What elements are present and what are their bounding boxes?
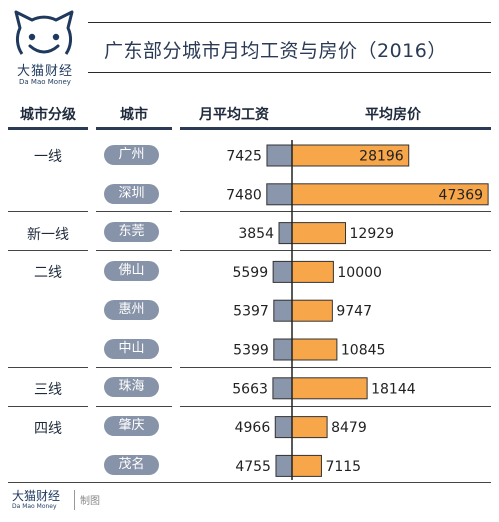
wage-bar [278, 222, 293, 245]
price-value-label: 10000 [337, 265, 382, 281]
city-pill-zhaoqing: 肇庆 [104, 416, 159, 436]
wage-value-label: 7425 [226, 149, 262, 165]
col-header-wage: 月平均工资 [199, 107, 269, 123]
city-pill-dongguan: 东莞 [104, 222, 159, 242]
wage-bar [266, 183, 293, 206]
price-bar [291, 454, 322, 477]
wage-value-label: 5399 [233, 343, 269, 359]
col-header-tier: 城市分级 [20, 107, 76, 123]
tier-rule [8, 211, 88, 212]
city-pill-zhongshan: 中山 [104, 339, 159, 359]
wage-value-label: 3854 [238, 226, 274, 242]
price-bar [291, 299, 333, 322]
city-pill-zhuhai: 珠海 [104, 377, 159, 397]
footer-brand-en: Da Mao Money [12, 503, 57, 510]
header-rule-city [96, 127, 172, 130]
wage-value-label: 7480 [226, 187, 262, 203]
city-pill-guangzhou: 广州 [104, 145, 159, 165]
price-bar [291, 377, 368, 400]
col-header-city: 城市 [120, 107, 148, 123]
logo-name-en: Da Mao Money [19, 78, 71, 86]
footer-credit: 制图 [80, 496, 100, 507]
cat-logo-icon [14, 10, 74, 55]
header-rule-tier [8, 127, 88, 130]
wage-value-label: 5599 [232, 265, 268, 281]
price-value-label: 47369 [439, 187, 484, 203]
wage-bar [275, 454, 293, 477]
price-value-label: 10845 [341, 343, 386, 359]
wage-bar [274, 416, 293, 439]
city-pill-huizhou: 惠州 [104, 300, 159, 320]
tier-label-1: 一线 [34, 149, 62, 165]
price-value-label: 8479 [331, 420, 367, 436]
tier-rule [8, 406, 88, 407]
tier-rule [8, 250, 88, 251]
price-value-label: 12929 [350, 226, 395, 242]
city-pill-shenzhen: 深圳 [104, 184, 159, 204]
chart-rule [180, 406, 491, 407]
city-rule [96, 367, 172, 368]
wage-bar [273, 299, 293, 322]
city-rule [96, 211, 172, 212]
chart-rule [180, 211, 491, 212]
city-rule [96, 250, 172, 251]
chart-title: 广东部分城市月均工资与房价（2016） [104, 40, 447, 62]
bottom-rule [8, 482, 491, 483]
price-bar [291, 222, 347, 245]
price-value-label: 18144 [371, 381, 416, 397]
wage-bar [272, 260, 293, 283]
wage-value-label: 4966 [235, 420, 271, 436]
price-value-label: 28196 [359, 149, 404, 165]
col-header-price: 平均房价 [365, 107, 421, 123]
chart-rule [180, 367, 491, 368]
city-rule [96, 406, 172, 407]
tier-label-3: 二线 [34, 265, 62, 281]
logo-name-cn: 大猫财经 [17, 64, 74, 79]
price-bar [291, 260, 334, 283]
title-top-rule [88, 22, 491, 23]
price-bar [291, 416, 328, 439]
tier-label-5: 四线 [34, 421, 62, 437]
tier-label-2: 新一线 [27, 227, 69, 243]
wage-bar [266, 144, 293, 167]
wage-value-label: 5397 [233, 304, 269, 320]
city-pill-foshan: 佛山 [104, 261, 159, 281]
title-bottom-rule [88, 72, 491, 73]
header-rule-chart [180, 127, 491, 130]
tier-rule [8, 367, 88, 368]
footer-separator [74, 490, 75, 510]
chart-rule [180, 250, 491, 251]
footer-brand-cn: 大猫财经 [12, 489, 61, 503]
wage-bar [273, 338, 293, 361]
brand-logo: 大猫财经 Da Mao Money [8, 8, 88, 90]
wage-value-label: 5663 [232, 381, 268, 397]
wage-bar [272, 377, 293, 400]
price-value-label: 7115 [325, 459, 361, 475]
price-bar [291, 338, 338, 361]
tier-label-4: 三线 [34, 382, 62, 398]
price-value-label: 9747 [336, 304, 372, 320]
city-pill-maoming: 茂名 [104, 455, 159, 475]
wage-value-label: 4755 [235, 459, 271, 475]
